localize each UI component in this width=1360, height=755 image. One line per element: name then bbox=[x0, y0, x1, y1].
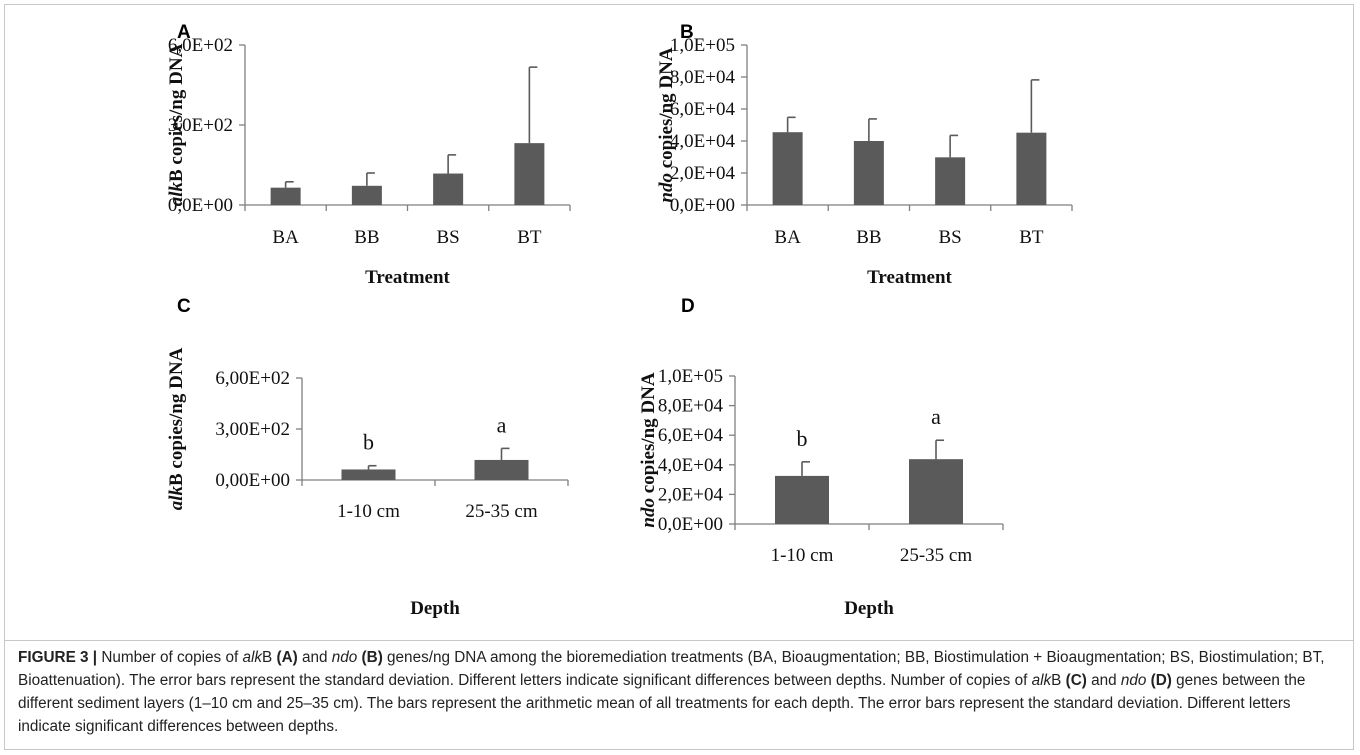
caption-text: Number of copies of alkB (A) and ndo (B)… bbox=[18, 649, 1325, 735]
y-axis-title-unit: copies/ng DNA bbox=[656, 47, 677, 173]
bar bbox=[351, 185, 382, 205]
panel-letter: A bbox=[177, 22, 191, 43]
y-axis-title-unit: B copies/ng DNA bbox=[166, 347, 187, 486]
x-axis-title: Treatment bbox=[365, 267, 450, 288]
x-tick-label: BA bbox=[774, 227, 801, 248]
bar bbox=[341, 469, 396, 480]
figure-caption: FIGURE 3 | Number of copies of alkB (A) … bbox=[18, 646, 1343, 738]
y-tick-label: 1,0E+05 bbox=[658, 366, 723, 387]
significance-letter: a bbox=[497, 412, 507, 437]
y-tick-label: 6,0E+04 bbox=[658, 425, 724, 446]
significance-letter: a bbox=[931, 404, 941, 429]
y-tick-label: 4,0E+04 bbox=[670, 131, 736, 152]
y-tick-label: 0,00E+00 bbox=[215, 470, 290, 491]
bar bbox=[775, 475, 829, 524]
figure-label: FIGURE 3 | bbox=[18, 649, 98, 666]
y-axis-title-unit: copies/ng DNA bbox=[638, 372, 659, 498]
x-axis-title: Depth bbox=[410, 598, 460, 619]
significance-letter: b bbox=[363, 430, 374, 455]
y-axis-title: ndo copies/ng DNA bbox=[656, 47, 677, 202]
caption-segment: genes between the different sediment lay… bbox=[18, 672, 1306, 735]
y-tick-label: 8,0E+04 bbox=[670, 67, 736, 88]
y-tick-label: 3,00E+02 bbox=[215, 419, 290, 440]
bar bbox=[772, 132, 803, 205]
caption-segment: Number of copies of bbox=[101, 649, 243, 666]
bar bbox=[909, 459, 963, 524]
y-tick-label: 4,0E+04 bbox=[658, 455, 724, 476]
x-tick-label: 1-10 cm bbox=[337, 501, 400, 522]
figure-frame bbox=[4, 4, 1354, 750]
x-tick-label: 1-10 cm bbox=[771, 545, 834, 566]
significance-letter: b bbox=[797, 426, 808, 451]
y-axis-title-unit: B copies/ng DNA bbox=[166, 43, 187, 182]
caption-segment: (D) bbox=[1150, 672, 1172, 689]
y-axis-title-gene: ndo bbox=[638, 498, 659, 528]
y-axis-title-gene: alk bbox=[166, 182, 187, 207]
caption-segment: alk bbox=[242, 649, 263, 666]
x-tick-label: BA bbox=[272, 227, 299, 248]
caption-segment: alk bbox=[1031, 672, 1052, 689]
panel-d: D 0,0E+00 2,0E+04 4,0E+04 6,0E+04 8,0E+04 1,0E… bbox=[638, 296, 1004, 619]
x-tick-label: BT bbox=[1019, 227, 1044, 248]
caption-segment: ndo bbox=[331, 649, 358, 666]
y-tick-label: 8,0E+04 bbox=[658, 396, 724, 417]
bar bbox=[1016, 132, 1047, 205]
bar bbox=[853, 141, 884, 205]
panel-a: A 0,0E+00 3,0E+02 6,0E+02 BA BB BS BT Treatment a… bbox=[166, 22, 571, 288]
y-axis-title-gene: ndo bbox=[656, 173, 677, 203]
y-tick-label: 2,0E+04 bbox=[670, 163, 736, 184]
y-tick-label: 6,0E+02 bbox=[168, 35, 233, 56]
panel-c: C 0,00E+00 3,00E+02 6,00E+02 1-10 cm b 25-35 c… bbox=[166, 296, 569, 619]
panel-letter: D bbox=[681, 296, 695, 317]
panel-b: B 0,0E+00 2,0E+04 4,0E+04 6,0E+04 8,0E+04 1,0E… bbox=[656, 22, 1073, 288]
caption-divider bbox=[4, 640, 1354, 641]
y-tick-label: 0,0E+00 bbox=[658, 514, 723, 535]
y-axis-title: ndo copies/ng DNA bbox=[638, 372, 659, 527]
y-tick-label: 1,0E+05 bbox=[670, 35, 735, 56]
caption-segment: B bbox=[1051, 672, 1066, 689]
x-tick-label: BB bbox=[856, 227, 881, 248]
caption-segment: and bbox=[297, 649, 332, 666]
bar bbox=[935, 157, 966, 205]
y-tick-label: 3,0E+02 bbox=[168, 115, 233, 136]
y-axis-title: alkB copies/ng DNA bbox=[166, 43, 187, 206]
caption-segment: ndo bbox=[1120, 672, 1147, 689]
caption-segment: (A) bbox=[276, 649, 298, 666]
y-tick-label: 0,0E+00 bbox=[168, 195, 233, 216]
panel-letter: C bbox=[177, 296, 191, 317]
x-tick-label: BB bbox=[354, 227, 379, 248]
panel-letter: B bbox=[680, 22, 694, 43]
y-tick-label: 6,00E+02 bbox=[215, 368, 290, 389]
x-tick-label: 25-35 cm bbox=[465, 501, 538, 522]
x-axis-title: Treatment bbox=[867, 267, 952, 288]
caption-segment: (B) bbox=[361, 649, 383, 666]
caption-segment: B bbox=[262, 649, 277, 666]
x-tick-label: 25-35 cm bbox=[900, 545, 973, 566]
caption-segment: and bbox=[1086, 672, 1121, 689]
bar bbox=[270, 187, 301, 205]
bar bbox=[474, 459, 529, 480]
bar bbox=[514, 143, 545, 205]
caption-segment: (C) bbox=[1065, 672, 1087, 689]
figure-charts: A 0,0E+00 3,0E+02 6,0E+02 BA BB BS BT Treatment a… bbox=[166, 22, 1073, 619]
y-tick-label: 2,0E+04 bbox=[658, 484, 724, 505]
x-tick-label: BT bbox=[517, 227, 542, 248]
x-axis-title: Depth bbox=[844, 598, 894, 619]
caption-segment: genes/ng DNA among the bioremediation tr… bbox=[18, 649, 1325, 689]
y-axis-title-gene: alk bbox=[166, 486, 187, 511]
x-tick-label: BS bbox=[437, 227, 460, 248]
y-tick-label: 6,0E+04 bbox=[670, 99, 736, 120]
bar bbox=[433, 173, 464, 205]
y-axis-title: alkB copies/ng DNA bbox=[166, 347, 187, 510]
y-tick-label: 0,0E+00 bbox=[670, 195, 735, 216]
x-tick-label: BS bbox=[939, 227, 962, 248]
